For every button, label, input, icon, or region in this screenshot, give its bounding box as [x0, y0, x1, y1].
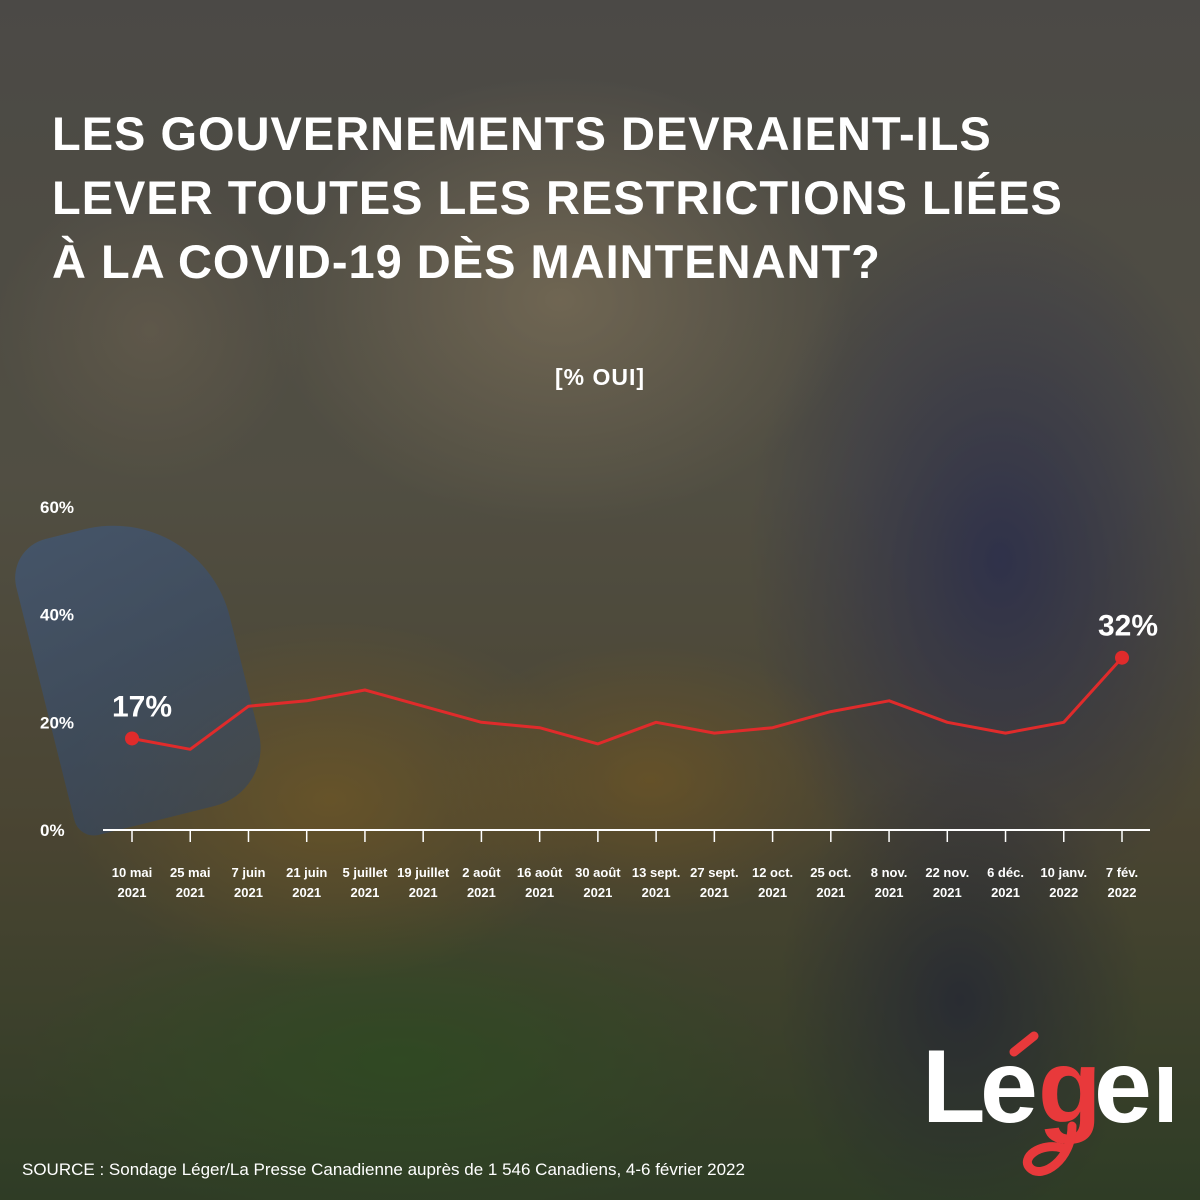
x-tick-label: 5 juillet [343, 865, 388, 880]
source-note: SOURCE : Sondage Léger/La Presse Canadie… [22, 1160, 745, 1179]
x-tick-label: 2021 [816, 885, 845, 900]
data-label: 32% [1098, 610, 1158, 643]
x-tick-label: 2022 [1108, 885, 1137, 900]
x-tick-label: 8 nov. [871, 865, 908, 880]
y-tick-label: 40% [40, 606, 74, 625]
x-tick-label: 12 oct. [752, 865, 793, 880]
x-tick-label: 10 mai [112, 865, 152, 880]
x-tick-label: 21 juin [286, 865, 327, 880]
x-tick-label: 2022 [1049, 885, 1078, 900]
y-tick-label: 60% [40, 498, 74, 517]
leger-logo: L e g er [922, 1030, 1172, 1176]
x-tick-label: 7 fév. [1106, 865, 1138, 880]
data-point-marker [1115, 650, 1129, 665]
x-tick-label: 2021 [350, 885, 379, 900]
unit-label: [% OUI] [554, 364, 646, 390]
svg-text:er: er [1094, 1030, 1172, 1145]
x-tick-label: 2021 [176, 885, 205, 900]
title-line-1: LES GOUVERNEMENTS DEVRAIENT-ILS [52, 107, 992, 160]
x-tick-label: 13 sept. [632, 865, 680, 880]
x-tick-label: 2021 [933, 885, 962, 900]
x-tick-label: 19 juillet [397, 865, 450, 880]
x-tick-label: 2021 [467, 885, 496, 900]
x-tick-label: 7 juin [231, 865, 265, 880]
x-tick-label: 2021 [583, 885, 612, 900]
chart-title: LES GOUVERNEMENTS DEVRAIENT-ILS LEVER TO… [52, 102, 1152, 294]
x-tick-label: 2021 [758, 885, 787, 900]
y-tick-label: 20% [40, 713, 74, 732]
x-tick-label: 27 sept. [690, 865, 738, 880]
x-tick-label: 2021 [700, 885, 729, 900]
logo-wordmark: L [922, 1030, 986, 1145]
x-tick-label: 2021 [409, 885, 438, 900]
x-tick-label: 2021 [525, 885, 554, 900]
x-tick-label: 16 août [517, 865, 563, 880]
x-tick-label: 30 août [575, 865, 621, 880]
title-line-3: À LA COVID-19 DÈS MAINTENANT? [52, 235, 881, 288]
x-tick-label: 2021 [234, 885, 263, 900]
x-tick-label: 2021 [292, 885, 321, 900]
x-tick-label: 2021 [875, 885, 904, 900]
x-tick-label: 2021 [118, 885, 147, 900]
x-tick-label: 2021 [642, 885, 671, 900]
series-line [130, 656, 1124, 751]
x-tick-label: 25 oct. [810, 865, 851, 880]
x-tick-label: 22 nov. [925, 865, 969, 880]
x-tick-label: 2 août [462, 865, 501, 880]
x-tick-label: 2021 [991, 885, 1020, 900]
x-tick-label: 6 déc. [987, 865, 1024, 880]
svg-text:e: e [980, 1030, 1038, 1145]
x-tick-label: 25 mai [170, 865, 210, 880]
title-line-2: LEVER TOUTES LES RESTRICTIONS LIÉES [52, 171, 1063, 224]
data-label: 17% [112, 690, 172, 723]
y-tick-label: 0% [40, 821, 65, 840]
x-tick-label: 10 janv. [1040, 865, 1087, 880]
data-point-marker [125, 731, 139, 746]
